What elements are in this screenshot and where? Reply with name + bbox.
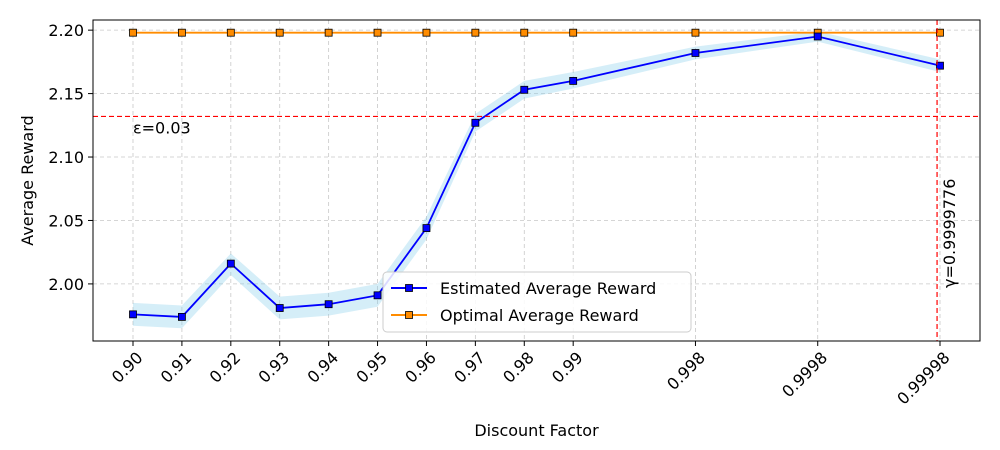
data-point-0-9 <box>569 77 578 85</box>
data-point-0-6 <box>422 224 431 232</box>
epsilon-annotation: ε=0.03 <box>133 118 191 137</box>
data-point-1-8 <box>520 28 529 37</box>
data-point-1-10 <box>691 28 700 37</box>
x-tick-label: 0.99 <box>548 348 587 387</box>
data-point-0-10 <box>691 49 700 57</box>
gamma-annotation: γ=0.9999776 <box>940 179 959 288</box>
confidence-band-layer <box>133 31 940 329</box>
x-tick-label: 0.91 <box>157 348 196 387</box>
y-axis-label: Average Reward <box>18 115 37 245</box>
legend-entry-estimated: Estimated Average Reward <box>440 279 656 298</box>
series-layer <box>129 28 944 321</box>
data-point-1-7 <box>471 28 480 37</box>
x-tick-label: 0.97 <box>450 348 489 387</box>
x-tick-label: 0.90 <box>108 348 147 387</box>
data-point-1-4 <box>324 28 333 37</box>
data-point-0-4 <box>324 300 333 309</box>
y-tick-label: 2.15 <box>48 85 84 104</box>
data-point-0-0 <box>129 310 137 319</box>
x-tick-label: 0.94 <box>303 348 342 387</box>
data-point-0-11 <box>813 32 822 41</box>
reference-lines <box>93 20 980 341</box>
legend-box <box>382 271 692 333</box>
data-point-1-6 <box>422 28 431 37</box>
y-tick-label: 2.10 <box>48 148 84 167</box>
x-tick-label: 0.9998 <box>778 348 831 401</box>
legend-entry-optimal: Optimal Average Reward <box>440 306 639 325</box>
x-tick-label: 0.92 <box>206 348 245 387</box>
x-tick-label: 0.93 <box>255 348 294 387</box>
legend-marker-optimal <box>405 311 413 319</box>
plot-frame <box>92 19 981 342</box>
data-point-0-12 <box>936 61 944 70</box>
legend: Estimated Average Reward Optimal Average… <box>382 271 692 333</box>
data-point-1-9 <box>569 28 578 37</box>
data-point-1-2 <box>226 28 235 37</box>
data-point-1-5 <box>373 28 382 37</box>
data-point-0-3 <box>275 304 284 312</box>
x-tick-label: 0.95 <box>352 348 391 387</box>
data-point-0-7 <box>471 118 480 127</box>
data-point-0-5 <box>373 291 382 300</box>
x-tick-label: 0.98 <box>499 348 538 387</box>
y-tick-label: 2.00 <box>48 275 84 294</box>
data-point-1-0 <box>129 28 137 37</box>
y-tick-label: 2.05 <box>48 211 84 230</box>
legend-marker-estimated <box>405 284 413 292</box>
data-point-0-1 <box>178 312 186 321</box>
x-tick-label: 0.96 <box>401 348 440 387</box>
confidence-band-0 <box>133 31 940 329</box>
x-axis-label: Discount Factor <box>474 421 599 440</box>
x-tick-label: 0.998 <box>663 348 709 394</box>
x-tick-label: 0.99998 <box>893 348 953 408</box>
data-point-0-2 <box>226 259 235 268</box>
y-tick-label: 2.20 <box>48 21 84 40</box>
data-point-0-8 <box>520 85 529 94</box>
data-point-1-3 <box>275 28 284 37</box>
data-point-1-1 <box>178 28 186 37</box>
